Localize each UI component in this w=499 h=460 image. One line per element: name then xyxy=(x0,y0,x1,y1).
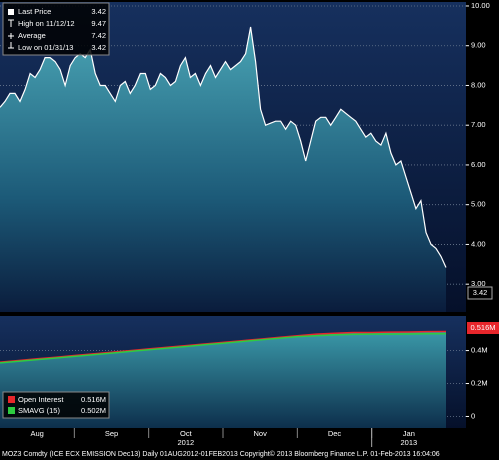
x-tick-label: Aug xyxy=(30,429,43,438)
line xyxy=(0,333,446,364)
legend-box xyxy=(2,391,110,419)
y-tick-label: 7.00 xyxy=(471,120,486,129)
legend-value: 0.516M xyxy=(81,395,106,404)
last-price-label: 3.42 xyxy=(473,288,488,297)
y-tick-label: 5.00 xyxy=(471,200,486,209)
line xyxy=(0,330,447,363)
legend-icon xyxy=(8,33,14,39)
y-tick-label: 4.00 xyxy=(471,239,486,248)
x-tick-label: Oct xyxy=(180,429,193,438)
last-price-box xyxy=(467,286,493,300)
y-tick-label: 0.4M xyxy=(471,346,488,355)
legend-icon xyxy=(8,407,15,414)
x-tick-label: Sep xyxy=(105,429,118,438)
legend-label: Average xyxy=(18,31,46,40)
legend-value: 3.42 xyxy=(91,7,106,16)
last-oi-box xyxy=(467,322,499,334)
legend-box xyxy=(2,2,110,56)
x-year-label: 2012 xyxy=(177,438,194,447)
x-tick-label: Dec xyxy=(328,429,342,438)
legend-label: High on 11/12/12 xyxy=(18,19,75,28)
y-tick-label: 0.2M xyxy=(471,379,488,388)
y-tick-label: 8.00 xyxy=(471,80,486,89)
x-tick-label: Jan xyxy=(403,429,415,438)
x-year-label: 2013 xyxy=(400,438,417,447)
legend-label: Low on 01/31/13 xyxy=(18,43,73,52)
legend-icon xyxy=(8,9,14,15)
y-tick-label: 10.00 xyxy=(471,1,490,10)
x-tick-label: Nov xyxy=(253,429,267,438)
line xyxy=(0,26,447,268)
y-tick-label: 0 xyxy=(471,411,475,420)
legend-label: Open Interest xyxy=(18,395,64,404)
footer: MOZ3 Comdty (ICE ECX EMISSION Dec13) Dai… xyxy=(2,450,440,458)
legend-label: SMAVG (15) xyxy=(18,406,60,415)
legend-value: 0.502M xyxy=(81,406,106,415)
legend-value: 9.47 xyxy=(91,19,106,28)
y-tick-label: 9.00 xyxy=(471,41,486,50)
legend-value: 7.42 xyxy=(91,31,106,40)
legend-icon xyxy=(8,396,15,403)
area xyxy=(0,331,446,428)
legend-value: 3.42 xyxy=(91,43,106,52)
legend-icon xyxy=(8,42,14,49)
legend-label: Last Price xyxy=(18,7,51,16)
area xyxy=(0,27,446,312)
legend-icon xyxy=(8,19,14,27)
y-tick-label: 6.00 xyxy=(471,160,486,169)
y-tick-label: 3.00 xyxy=(471,279,486,288)
last-oi-label: 0.516M xyxy=(470,323,495,332)
